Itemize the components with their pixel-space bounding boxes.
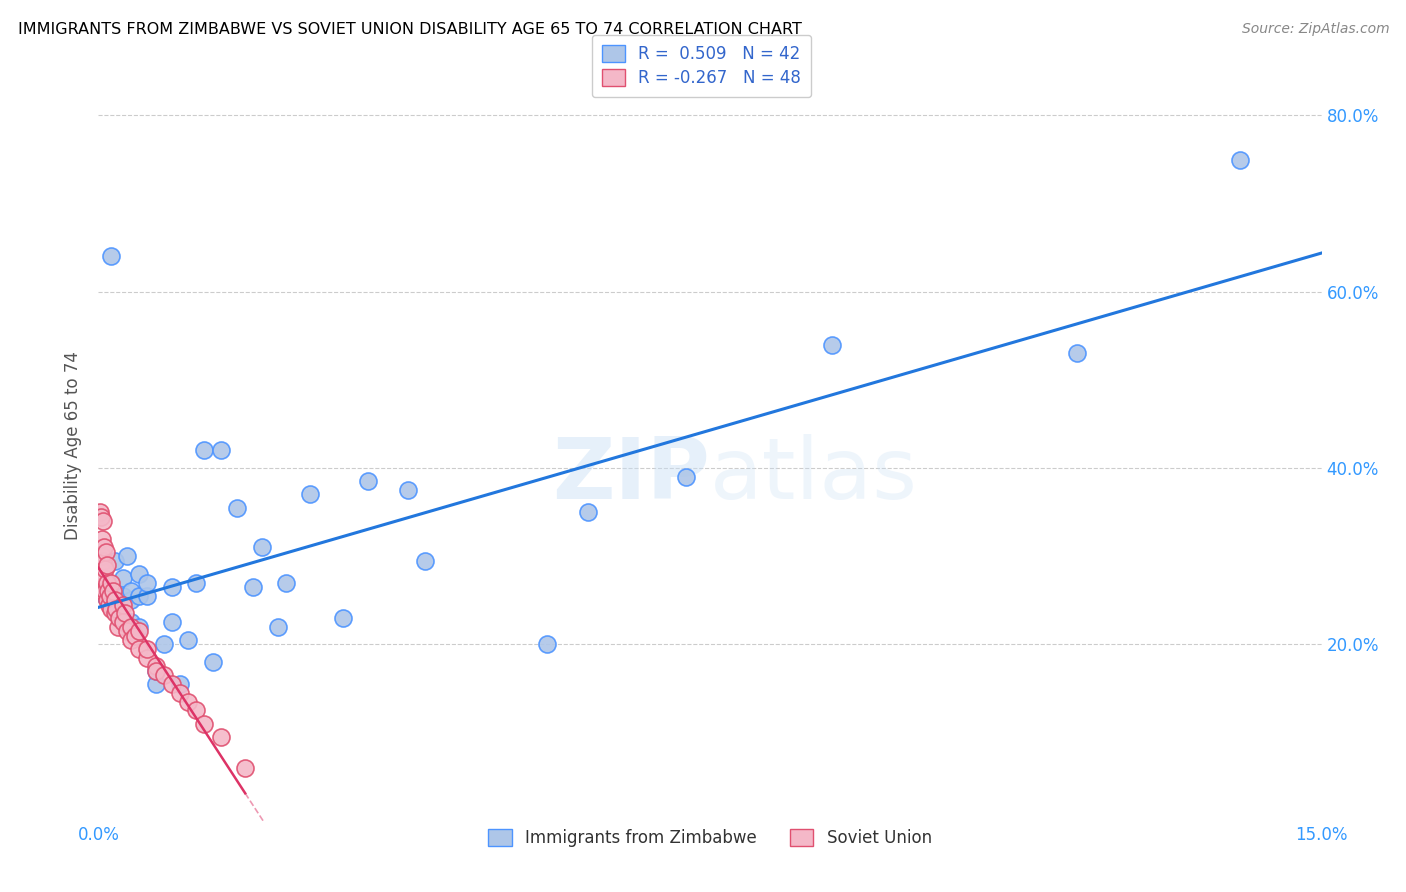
Point — [96, 575, 118, 590]
Legend: Immigrants from Zimbabwe, Soviet Union: Immigrants from Zimbabwe, Soviet Union — [482, 822, 938, 854]
Point — [90, 584, 112, 599]
Point — [111, 589, 134, 603]
Point — [201, 655, 224, 669]
Point — [128, 620, 150, 634]
Point — [299, 487, 322, 501]
Point — [136, 650, 159, 665]
Point — [94, 584, 117, 599]
Point — [91, 532, 114, 546]
Point — [193, 716, 215, 731]
Point — [186, 575, 208, 590]
Point — [91, 549, 114, 564]
Point — [100, 575, 122, 590]
Point — [145, 664, 167, 678]
Point — [90, 580, 112, 594]
Point — [169, 686, 191, 700]
Point — [98, 589, 121, 603]
Point — [94, 589, 117, 603]
Point — [332, 611, 354, 625]
Point — [226, 500, 249, 515]
Point — [413, 553, 436, 567]
Point — [145, 664, 167, 678]
Point — [100, 602, 122, 616]
Point — [107, 620, 129, 634]
Point — [821, 337, 844, 351]
Text: ZIP: ZIP — [553, 434, 710, 517]
Point — [128, 589, 150, 603]
Text: IMMIGRANTS FROM ZIMBABWE VS SOVIET UNION DISABILITY AGE 65 TO 74 CORRELATION CHA: IMMIGRANTS FROM ZIMBABWE VS SOVIET UNION… — [18, 22, 803, 37]
Y-axis label: Disability Age 65 to 74: Disability Age 65 to 74 — [65, 351, 83, 541]
Point — [120, 620, 142, 634]
Point — [104, 593, 127, 607]
Point — [1066, 346, 1088, 360]
Point — [209, 730, 232, 744]
Point — [160, 615, 183, 630]
Point — [90, 509, 112, 524]
Point — [124, 628, 146, 642]
Point — [145, 677, 167, 691]
Point — [152, 668, 174, 682]
Point — [169, 677, 191, 691]
Point — [115, 549, 138, 564]
Point — [91, 514, 114, 528]
Point — [128, 566, 150, 581]
Point — [93, 541, 115, 555]
Point — [94, 562, 117, 576]
Text: atlas: atlas — [710, 434, 918, 517]
Point — [104, 602, 127, 616]
Point — [115, 624, 138, 639]
Point — [97, 584, 120, 599]
Point — [114, 607, 136, 621]
Point — [111, 615, 134, 630]
Point — [274, 575, 297, 590]
Point — [177, 632, 200, 647]
Point — [209, 443, 232, 458]
Point — [104, 607, 127, 621]
Point — [128, 624, 150, 639]
Point — [98, 598, 121, 612]
Point — [93, 571, 115, 585]
Point — [250, 541, 273, 555]
Point — [193, 443, 215, 458]
Point — [136, 641, 159, 656]
Point — [675, 470, 697, 484]
Point — [101, 584, 124, 599]
Point — [160, 677, 183, 691]
Point — [120, 593, 142, 607]
Point — [105, 602, 128, 616]
Point — [233, 761, 256, 775]
Point — [120, 615, 142, 630]
Point — [152, 637, 174, 651]
Point — [111, 598, 134, 612]
Point — [160, 580, 183, 594]
Point — [100, 250, 122, 264]
Point — [396, 483, 419, 497]
Point — [136, 575, 159, 590]
Point — [94, 545, 117, 559]
Point — [536, 637, 558, 651]
Point — [108, 611, 131, 625]
Point — [186, 703, 208, 717]
Point — [96, 593, 118, 607]
Point — [356, 475, 378, 489]
Point — [104, 553, 127, 567]
Point — [96, 558, 118, 572]
Point — [111, 571, 134, 585]
Point — [242, 580, 264, 594]
Point — [267, 620, 290, 634]
Point — [177, 695, 200, 709]
Point — [1229, 153, 1251, 167]
Point — [576, 505, 599, 519]
Point — [120, 632, 142, 647]
Point — [89, 505, 111, 519]
Point — [136, 589, 159, 603]
Point — [128, 641, 150, 656]
Point — [91, 553, 114, 567]
Text: Source: ZipAtlas.com: Source: ZipAtlas.com — [1241, 22, 1389, 37]
Point — [145, 659, 167, 673]
Point — [120, 584, 142, 599]
